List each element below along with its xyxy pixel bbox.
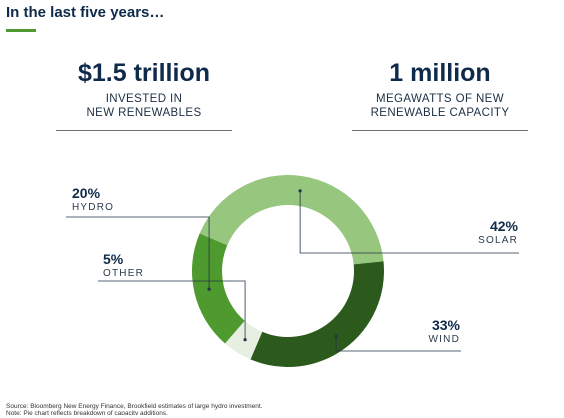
stat-capacity-rule [352,130,528,131]
slice-percent-wind: 33% [431,317,460,333]
slice-percent-solar: 42% [489,218,518,234]
slice-name-solar: SOLAR [478,235,518,246]
slice-percent-hydro: 20% [72,185,101,201]
footer-note: Note: Pie chart reflects breakdown of ca… [6,410,168,415]
leader-dot-other [243,338,247,342]
slice-percent-other: 5% [103,251,124,267]
slice-name-wind: WIND [428,334,460,345]
leader-dot-hydro [207,287,211,291]
stat-capacity: 1 million MEGAWATTS OF NEW RENEWABLE CAP… [352,58,528,131]
headline-underline [6,29,36,32]
stat-investment: $1.5 trillion INVESTED IN NEW RENEWABLES [56,58,232,131]
donut-slices [191,175,384,367]
footer-source: Source: Bloomberg New Energy Finance, Br… [6,403,263,410]
leader-dot-solar [298,189,302,193]
stat-capacity-value: 1 million [389,59,491,87]
leader-dot-wind [334,334,338,338]
slice-solar [199,175,384,265]
slice-name-hydro: HYDRO [72,202,115,213]
slice-name-other: OTHER [103,268,144,279]
slice-label-solar: 42% SOLAR [440,218,518,247]
leader-line-hydro [66,216,210,290]
stat-investment-value: $1.5 trillion [78,59,210,87]
slice-label-wind: 33% WIND [382,317,460,346]
slice-label-hydro: 20% HYDRO [72,185,114,214]
page-headline: In the last five years… [6,4,165,21]
leader-line-other [98,280,246,340]
slice-hydro [191,233,245,344]
stat-capacity-caption: MEGAWATTS OF NEW RENEWABLE CAPACITY [370,93,510,119]
footer: Source: Bloomberg New Energy Finance, Br… [6,403,263,415]
leader-line-wind [335,336,461,352]
slice-label-other: 5% OTHER [103,251,144,280]
stat-investment-rule [56,130,232,131]
stat-investment-caption: INVESTED IN NEW RENEWABLES [86,93,202,119]
leader-line-solar [299,190,519,254]
leader-lines [66,189,519,352]
slice-wind [250,261,384,367]
